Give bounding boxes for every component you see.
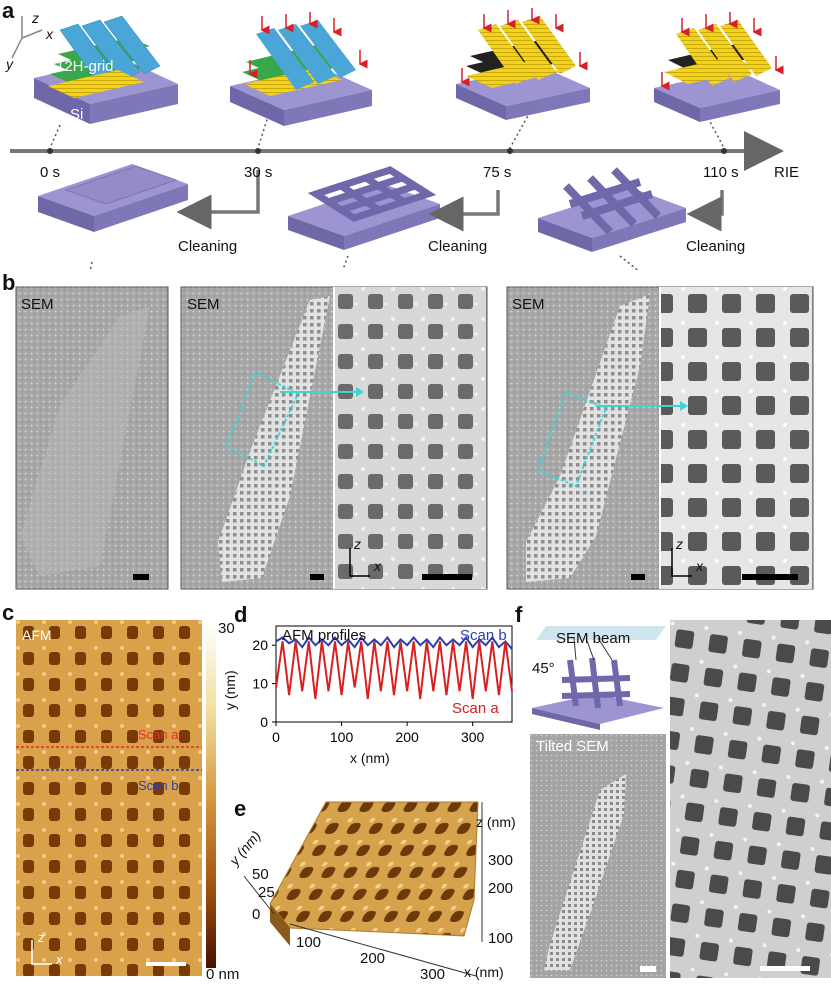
axis-label-y: y [6,56,13,72]
sem3-axis-x: x [696,558,703,574]
panel-label-d: d [234,602,248,627]
axis-label-z: z [32,10,39,26]
chart-xlabel: x (nm) [350,750,390,766]
sem-tag-1: SEM [21,296,54,313]
dna-grid-block-110s [654,12,784,122]
series-line-scan-a [275,641,513,700]
y-tick-label: 0 [260,714,268,730]
sem-tag-3: SEM [512,296,545,313]
afm-tag: AFM [22,627,52,643]
x-tick-label: 300 [461,729,485,745]
time-label-110: 110 s [703,164,739,181]
angle-label: 45° [532,660,555,677]
y-tick-label: 20 [252,637,268,653]
sem-image-0s [15,286,169,590]
surface-ytick-0: 0 [252,906,261,923]
surface-ztick-200: 200 [488,880,514,897]
legend-scan-a: Scan a [452,700,499,717]
process-label: RIE [774,164,800,181]
cleaning-label-2: Cleaning [428,238,488,255]
tilted-sem-image [530,734,666,978]
legend-scan-b: Scan b [460,627,507,644]
time-label-0: 0 s [40,164,61,181]
sem-image-30s [180,286,488,590]
panel-b-sem-images [15,286,814,590]
panel-label-a: a [2,0,15,23]
colorbar-min: 0 nm [206,966,240,983]
surface-xtick-300: 300 [420,966,446,983]
panel-label-e: e [234,796,247,821]
colorbar-max: 30 [218,620,235,637]
xyz-axes-icon [11,16,43,59]
surface-ztick-100: 100 [488,930,514,947]
dna-grid-block-0s [34,15,178,124]
sem2-axis-z: z [354,536,361,552]
afm-image [16,620,202,976]
clean-substrate-0s [38,164,188,232]
panel-label-c: c [2,600,15,625]
surface-xtick-100: 100 [296,934,322,951]
series-line-scan-b [275,635,513,650]
surface-zlabel: z (nm) [476,814,516,830]
sem-tag-2: SEM [187,296,220,313]
surface-ytick-25: 25 [258,884,275,901]
x-tick-label: 200 [395,729,419,745]
cleaning-label-1: Cleaning [178,238,238,255]
afm-colorbar [206,622,216,968]
y-tick-label: 10 [252,676,268,692]
scan-b-label: Scan b [138,778,179,793]
panel-label-b: b [2,270,16,295]
surface-ztick-300: 300 [488,852,514,869]
sem3-axis-z: z [676,536,683,552]
clean-substrate-30s [288,166,440,250]
cleaning-label-3: Cleaning [686,238,746,255]
tilted-sem-zoom [670,620,831,978]
dna-grid-block-30s [230,12,372,126]
tilted-schematic [530,620,666,730]
x-tick-label: 100 [330,729,354,745]
sem-image-110s [506,286,814,590]
clean-substrate-75s [538,167,686,252]
grid-label: 12H-grid [56,58,114,75]
surface-xtick-200: 200 [360,950,386,967]
afm-axis-z: z [38,930,45,945]
scan-a-label: Scan a [138,727,179,742]
tilted-sem-tag: Tilted SEM [536,738,609,755]
time-label-30: 30 s [244,164,273,181]
time-label-75: 75 s [483,164,512,181]
panel-a-schematic [10,8,784,270]
legend-title: AFM profiles [282,627,367,644]
afm-3d-surface [243,801,483,977]
surface-ytick-50: 50 [252,866,269,883]
chart-ylabel: y (nm) [222,670,238,710]
sem2-axis-x: x [374,558,381,574]
x-tick-label: 0 [272,729,280,745]
axis-label-x: x [46,26,53,42]
surface-xlabel: x (nm) [464,964,504,980]
beam-label: SEM beam [556,630,631,647]
substrate-label: Si [70,106,84,123]
panel-label-f: f [515,602,523,627]
dna-grid-block-75s [456,8,590,120]
afm-axis-x: x [56,952,63,967]
plot-frame [275,625,513,723]
